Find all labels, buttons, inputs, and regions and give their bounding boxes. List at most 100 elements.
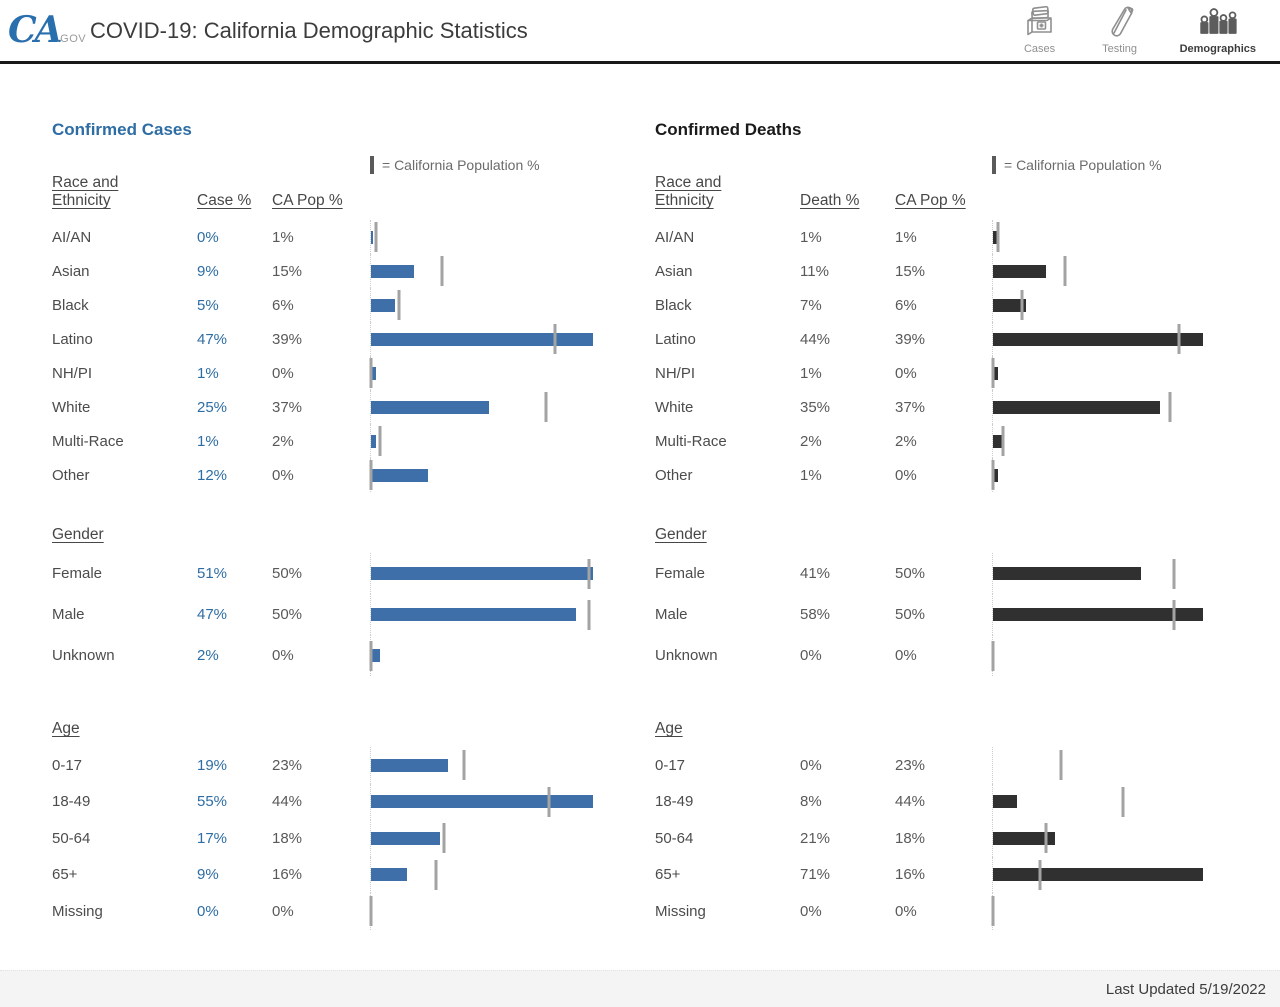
row-label: Other [655, 466, 693, 484]
row-value: 51% [197, 565, 228, 582]
row-chart [991, 893, 1203, 930]
group-title-line: Age [52, 720, 80, 737]
group-header: Age = California Population % [655, 720, 1203, 738]
pop-col-header-cell: CA Pop % [895, 192, 992, 210]
row-chart [992, 553, 1203, 594]
stat-row: Female 41% 50% [655, 553, 1203, 594]
row-pop-value: 37% [895, 398, 926, 416]
row-chart [992, 783, 1203, 820]
value-bar [371, 230, 374, 244]
stat-row: Male 47% 50% [52, 594, 593, 635]
row-chart [991, 458, 1203, 492]
row-label: Missing [52, 902, 103, 920]
stat-row: Missing 0% 0% [52, 893, 593, 930]
group-title-line: Ethnicity [655, 192, 714, 209]
deaths-groups: Race and Ethnicity Death % CA Pop % = Cal… [655, 154, 1203, 930]
value-bar [371, 795, 593, 809]
stat-group: Race and Ethnicity Death % CA Pop % = Cal… [655, 154, 1203, 492]
group-title: Gender [655, 526, 800, 544]
population-tick [397, 290, 401, 320]
row-label: 18-49 [52, 793, 91, 811]
stat-row: Black 5% 6% [52, 288, 593, 322]
group-title: Race and Ethnicity [52, 174, 197, 210]
value-bar [993, 795, 1017, 809]
value-bar [993, 332, 1203, 346]
row-pop-value: 0% [895, 902, 917, 920]
row-pop-value: 18% [272, 829, 303, 847]
population-tick [1172, 558, 1176, 589]
row-value: 2% [197, 647, 219, 664]
row-chart [991, 635, 1203, 676]
value-bar [371, 332, 593, 346]
stat-row: Multi-Race 2% 2% [655, 424, 1203, 458]
group-title: Gender [52, 526, 197, 544]
nav-label-demographics: Demographics [1179, 43, 1256, 55]
last-updated-text: Last Updated 5/19/2022 [1105, 980, 1266, 998]
row-value: 8% [800, 793, 822, 811]
row-value: 55% [197, 793, 228, 811]
row-chart [370, 553, 593, 594]
nav-label-testing: Testing [1102, 43, 1137, 55]
stat-row: NH/PI 1% 0% [52, 356, 593, 390]
population-tick [434, 859, 438, 890]
pop-col-header: CA Pop % [272, 192, 343, 209]
value-col-header: Death % [800, 192, 860, 209]
value-bar [993, 434, 1003, 448]
population-tick [369, 896, 373, 927]
row-label: 0-17 [52, 756, 83, 774]
row-pop-value: 50% [272, 606, 303, 623]
group-title-line: Age [655, 720, 683, 737]
population-tick [374, 222, 378, 252]
population-tick [1177, 324, 1181, 354]
pop-col-header-cell [895, 720, 992, 738]
group-rows: 0-17 0% 23% 18-49 8% 44% 50-64 21% 18% 6… [655, 747, 1203, 930]
nav-item-cases[interactable]: Cases [1020, 6, 1060, 55]
row-chart [992, 254, 1203, 288]
value-col-header: Case % [197, 192, 252, 209]
group-header: Race and Ethnicity Case % CA Pop % = Cali… [52, 154, 593, 210]
row-label: 18-49 [655, 793, 694, 811]
row-pop-value: 15% [272, 262, 303, 280]
group-title-line: Race and [52, 174, 119, 191]
population-tick [587, 599, 591, 630]
row-chart [370, 254, 593, 288]
group-rows: AI/AN 1% 1% Asian 11% 15% Black 7% 6% La… [655, 220, 1203, 492]
nav-item-demographics[interactable]: Demographics [1180, 6, 1256, 55]
population-tick [547, 786, 551, 817]
row-value: 5% [197, 296, 219, 314]
confirmed-deaths-panel: Confirmed Deaths Race and Ethnicity Death… [655, 120, 1203, 970]
row-pop-value: 39% [895, 330, 926, 348]
row-value: 25% [197, 398, 228, 416]
row-value: 44% [800, 330, 831, 348]
row-label: Unknown [52, 647, 115, 664]
stat-group: Gender = California Population % Female … [655, 526, 1203, 676]
nav-item-testing[interactable]: Testing [1100, 6, 1140, 55]
value-bar [993, 868, 1203, 882]
logo-gov-text: .GOV [56, 32, 87, 45]
stat-row: 50-64 21% 18% [655, 820, 1203, 857]
population-tick [1059, 750, 1063, 781]
group-title-line: Gender [655, 526, 707, 543]
row-pop-value: 16% [895, 866, 926, 884]
value-bar [993, 567, 1142, 580]
row-chart [992, 594, 1203, 635]
row-label: Female [655, 565, 706, 582]
value-bar [371, 468, 428, 482]
value-col-header-cell [197, 720, 272, 738]
row-pop-value: 0% [272, 647, 294, 664]
row-value: 0% [800, 902, 822, 920]
row-pop-value: 50% [272, 565, 303, 582]
population-tick [442, 823, 446, 854]
row-chart [369, 356, 593, 390]
chart-header-cell: = California Population % [370, 154, 593, 174]
row-label: NH/PI [655, 364, 696, 382]
row-value: 21% [800, 829, 831, 847]
group-rows: Female 51% 50% Male 47% 50% Unknown 2% 0… [52, 553, 593, 676]
value-bar [371, 366, 376, 380]
stat-row: Multi-Race 1% 2% [52, 424, 593, 458]
population-tick-icon [992, 156, 996, 174]
row-label: Multi-Race [52, 432, 124, 450]
stat-row: NH/PI 1% 0% [655, 356, 1203, 390]
population-tick [369, 358, 373, 388]
row-label: AI/AN [655, 228, 695, 246]
